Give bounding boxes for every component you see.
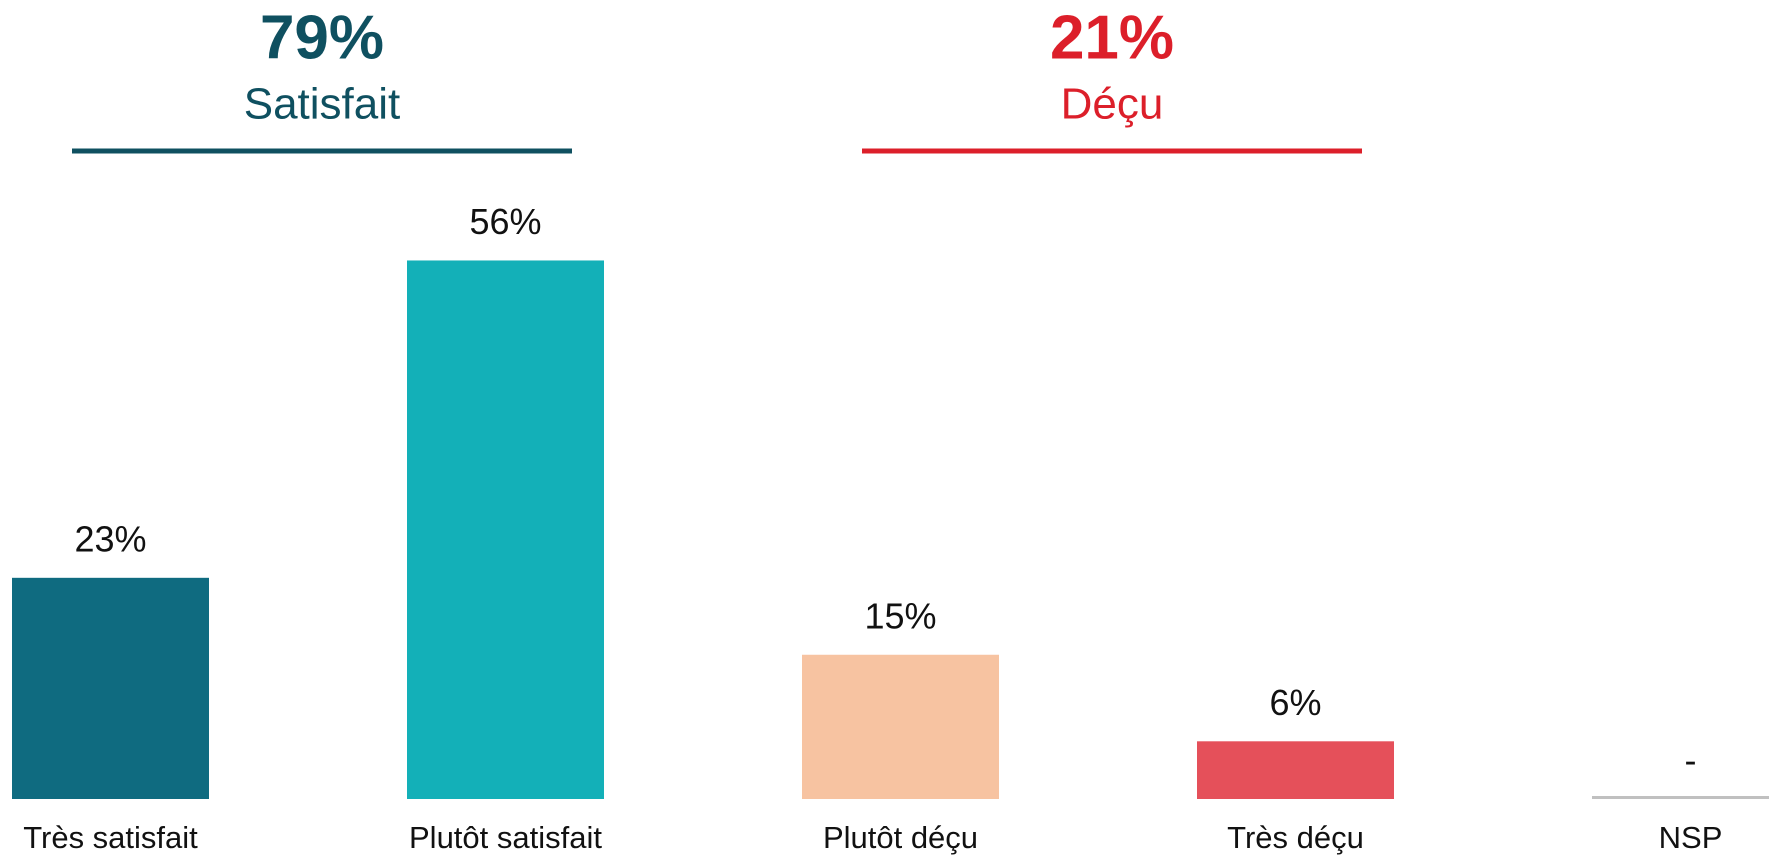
value-label: 6% bbox=[1269, 682, 1321, 723]
value-label: 56% bbox=[469, 201, 541, 242]
x-tick-label: Très satisfait bbox=[23, 820, 198, 855]
value-label: 15% bbox=[864, 595, 936, 636]
x-tick-label: Plutôt satisfait bbox=[409, 820, 602, 855]
group-percent: 21% bbox=[1050, 3, 1174, 72]
bar bbox=[1592, 796, 1769, 799]
x-tick-label: Très déçu bbox=[1227, 820, 1364, 855]
x-tick-label: Plutôt déçu bbox=[823, 820, 978, 855]
group-percent: 79% bbox=[260, 3, 384, 72]
value-label: - bbox=[1685, 740, 1697, 781]
bar bbox=[12, 577, 209, 799]
bar bbox=[802, 654, 999, 799]
bar bbox=[1197, 741, 1394, 799]
value-label: 23% bbox=[74, 518, 146, 559]
x-tick-label: NSP bbox=[1659, 820, 1723, 855]
group-name: Satisfait bbox=[244, 80, 401, 129]
group-name: Déçu bbox=[1061, 80, 1164, 129]
bar bbox=[407, 260, 604, 799]
